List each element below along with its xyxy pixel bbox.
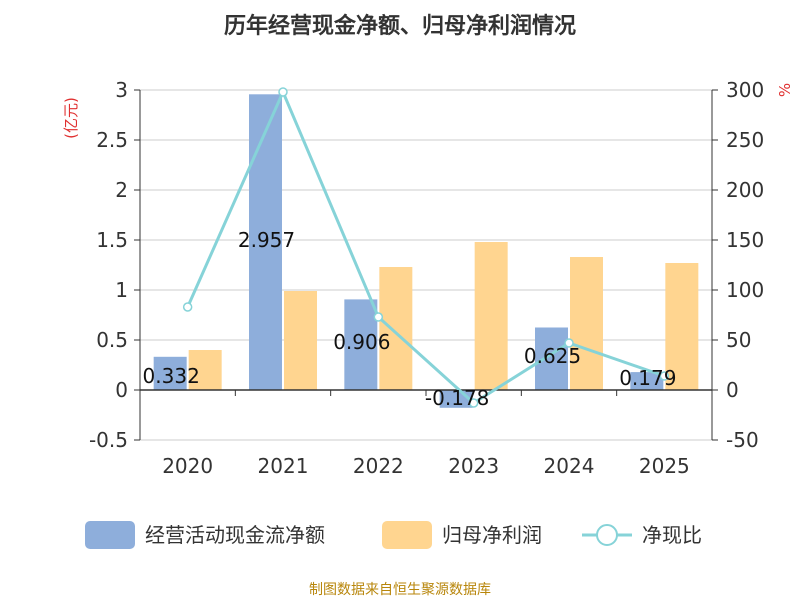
ratio-point-2025 xyxy=(659,371,670,381)
x-axis-tick-label: 2025 xyxy=(639,454,690,478)
ratio-point-2024 xyxy=(564,338,574,348)
right-axis-tick-label: 300 xyxy=(726,78,764,102)
left-axis-unit: (亿元) xyxy=(62,97,80,139)
cashflow-data-label: -0.178 xyxy=(425,386,489,410)
axes: 3 2.5 2 1.5 1 0.5 0 -0.5 300 250 200 150 100 50 0 -50 20… xyxy=(89,78,764,478)
cashflow-data-label: 0.906 xyxy=(333,330,390,354)
x-axis-tick-label: 2021 xyxy=(258,454,309,478)
right-axis-tick-label: 200 xyxy=(726,178,764,202)
x-axis-tick-label: 2023 xyxy=(448,454,499,478)
left-axis-tick-label: 1.5 xyxy=(96,228,128,252)
legend-item-2[interactable]: 归母净利润 xyxy=(382,521,542,549)
netprofit-bar-2022 xyxy=(379,267,413,390)
ratio-point-2022 xyxy=(373,312,384,322)
cashflow-bar-2020 xyxy=(153,356,187,390)
right-axis-unit: % xyxy=(776,83,794,97)
cashflow-bar-2025 xyxy=(630,372,664,390)
cashflow-data-label: 0.179 xyxy=(619,366,676,390)
cashflow-data-label: 0.332 xyxy=(143,364,200,388)
right-axis-tick-label: 50 xyxy=(726,328,751,352)
right-axis-tick-label: 100 xyxy=(726,278,764,302)
right-axis-tick-label: -50 xyxy=(726,428,759,452)
data-labels: 0.332 2.957 0.906 -0.178 0.625 0.179 xyxy=(143,228,677,410)
cashflow-bar-2021 xyxy=(249,94,282,391)
legend-marker xyxy=(596,524,618,546)
left-axis-tick-label: 2 xyxy=(115,178,128,202)
left-axis-tick-label: 0 xyxy=(115,378,128,402)
ratio-point-2023 xyxy=(468,398,479,408)
cashflow-bar-2022 xyxy=(344,299,378,390)
netprofit-bar-2021 xyxy=(284,291,317,390)
chart-title: 历年经营现金净额、归母净利润情况 xyxy=(224,13,576,39)
cashflow-data-label: 0.625 xyxy=(524,344,581,368)
legend-swatch xyxy=(382,521,432,549)
right-axis-tick-label: 150 xyxy=(726,228,764,252)
left-axis-tick-label: 0.5 xyxy=(96,328,128,352)
legend-swatch xyxy=(85,521,135,549)
right-axis-tick-label: 250 xyxy=(726,128,764,152)
right-axis-tick-label: 0 xyxy=(726,378,739,402)
legend[interactable]: 经营活动现金流净额 归母净利润 净现比 xyxy=(85,521,702,549)
netprofit-bar-2023 xyxy=(474,242,508,390)
x-axis-tick-label: 2020 xyxy=(162,454,213,478)
legend-item-3[interactable]: 净现比 xyxy=(582,523,702,547)
left-axis-tick-label: 2.5 xyxy=(96,128,128,152)
legend-label: 归母净利润 xyxy=(442,523,542,547)
ratio-point-2020 xyxy=(182,302,193,312)
cashflow-bar-2024 xyxy=(535,327,568,390)
cashflow-data-label: 2.957 xyxy=(238,228,295,252)
line-series xyxy=(182,87,670,408)
x-axis-tick-label: 2024 xyxy=(544,454,595,478)
legend-label: 经营活动现金流净额 xyxy=(145,523,325,547)
left-axis-tick-label: 3 xyxy=(115,78,128,102)
ratio-line xyxy=(186,88,665,405)
data-source-note: 制图数据来自恒生聚源数据库 xyxy=(309,582,491,598)
ratio-point-2021 xyxy=(278,87,288,97)
netprofit-bar-2020 xyxy=(188,350,222,390)
legend-label: 净现比 xyxy=(642,523,702,547)
netprofit-bar-2024 xyxy=(570,257,603,390)
bar-series xyxy=(153,94,699,408)
netprofit-bar-2025 xyxy=(665,263,699,390)
x-axis-tick-label: 2022 xyxy=(353,454,404,478)
legend-item-1[interactable]: 经营活动现金流净额 xyxy=(85,521,325,549)
left-axis-tick-label: -0.5 xyxy=(89,428,128,452)
left-axis-tick-label: 1 xyxy=(115,278,128,302)
